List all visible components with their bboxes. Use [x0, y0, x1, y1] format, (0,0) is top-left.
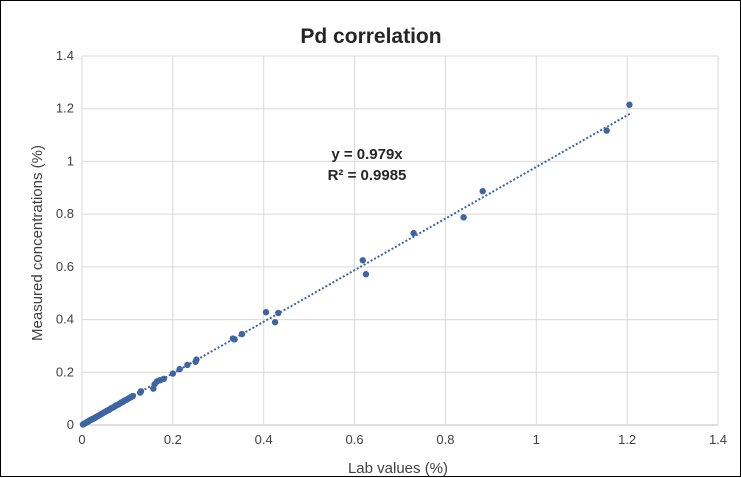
y-axis-title: Measured concentrations (%)	[29, 145, 46, 341]
data-point	[184, 361, 191, 369]
gridlines	[81, 55, 719, 426]
y-tick-label: 1.4	[56, 48, 74, 63]
y-tick-label: 1.2	[56, 101, 74, 116]
data-point	[262, 308, 270, 316]
x-tick-label: 0.6	[346, 432, 364, 447]
data-point	[176, 365, 183, 373]
trendline-r-squared: R² = 0.9985	[328, 167, 407, 184]
x-tick-label: 0	[78, 432, 85, 447]
data-point	[231, 336, 238, 343]
data-point	[359, 257, 366, 264]
chart-title: Pd correlation	[300, 25, 441, 48]
x-tick-label: 0.8	[436, 432, 454, 447]
y-tick-label: 0.6	[56, 259, 74, 274]
x-tick-label: 0.4	[255, 432, 273, 447]
data-point	[169, 370, 177, 377]
x-axis-title: Lab values (%)	[348, 460, 448, 477]
x-tick-label: 0.2	[164, 432, 182, 447]
y-tick-label: 0.4	[56, 312, 74, 327]
y-tick-label: 1	[67, 153, 74, 168]
x-tick-label: 1.4	[709, 432, 727, 447]
data-point	[137, 388, 145, 395]
data-point	[362, 271, 370, 278]
x-tick-label: 1	[533, 432, 540, 447]
data-point	[271, 319, 279, 326]
data-point	[129, 392, 137, 400]
data-points	[79, 101, 633, 428]
data-point	[479, 188, 486, 195]
data-point	[238, 330, 246, 338]
data-point	[603, 127, 610, 134]
data-point	[275, 309, 282, 317]
y-axis-ticks: 0 0.2 0.4 0.6 0.8 1 1.2 1.4	[56, 48, 74, 432]
y-tick-label: 0.8	[56, 206, 74, 221]
data-point	[460, 214, 467, 221]
data-point	[410, 229, 417, 237]
data-point	[160, 375, 167, 383]
y-tick-label: 0.2	[56, 364, 74, 379]
data-point	[193, 356, 200, 363]
x-axis-ticks: 0 0.2 0.4 0.6 0.8 1 1.2 1.4	[78, 432, 727, 447]
y-tick-label: 0	[67, 417, 74, 432]
x-tick-label: 1.2	[618, 432, 636, 447]
data-point	[626, 101, 633, 108]
trendline-equation: y = 0.979x	[331, 146, 403, 163]
